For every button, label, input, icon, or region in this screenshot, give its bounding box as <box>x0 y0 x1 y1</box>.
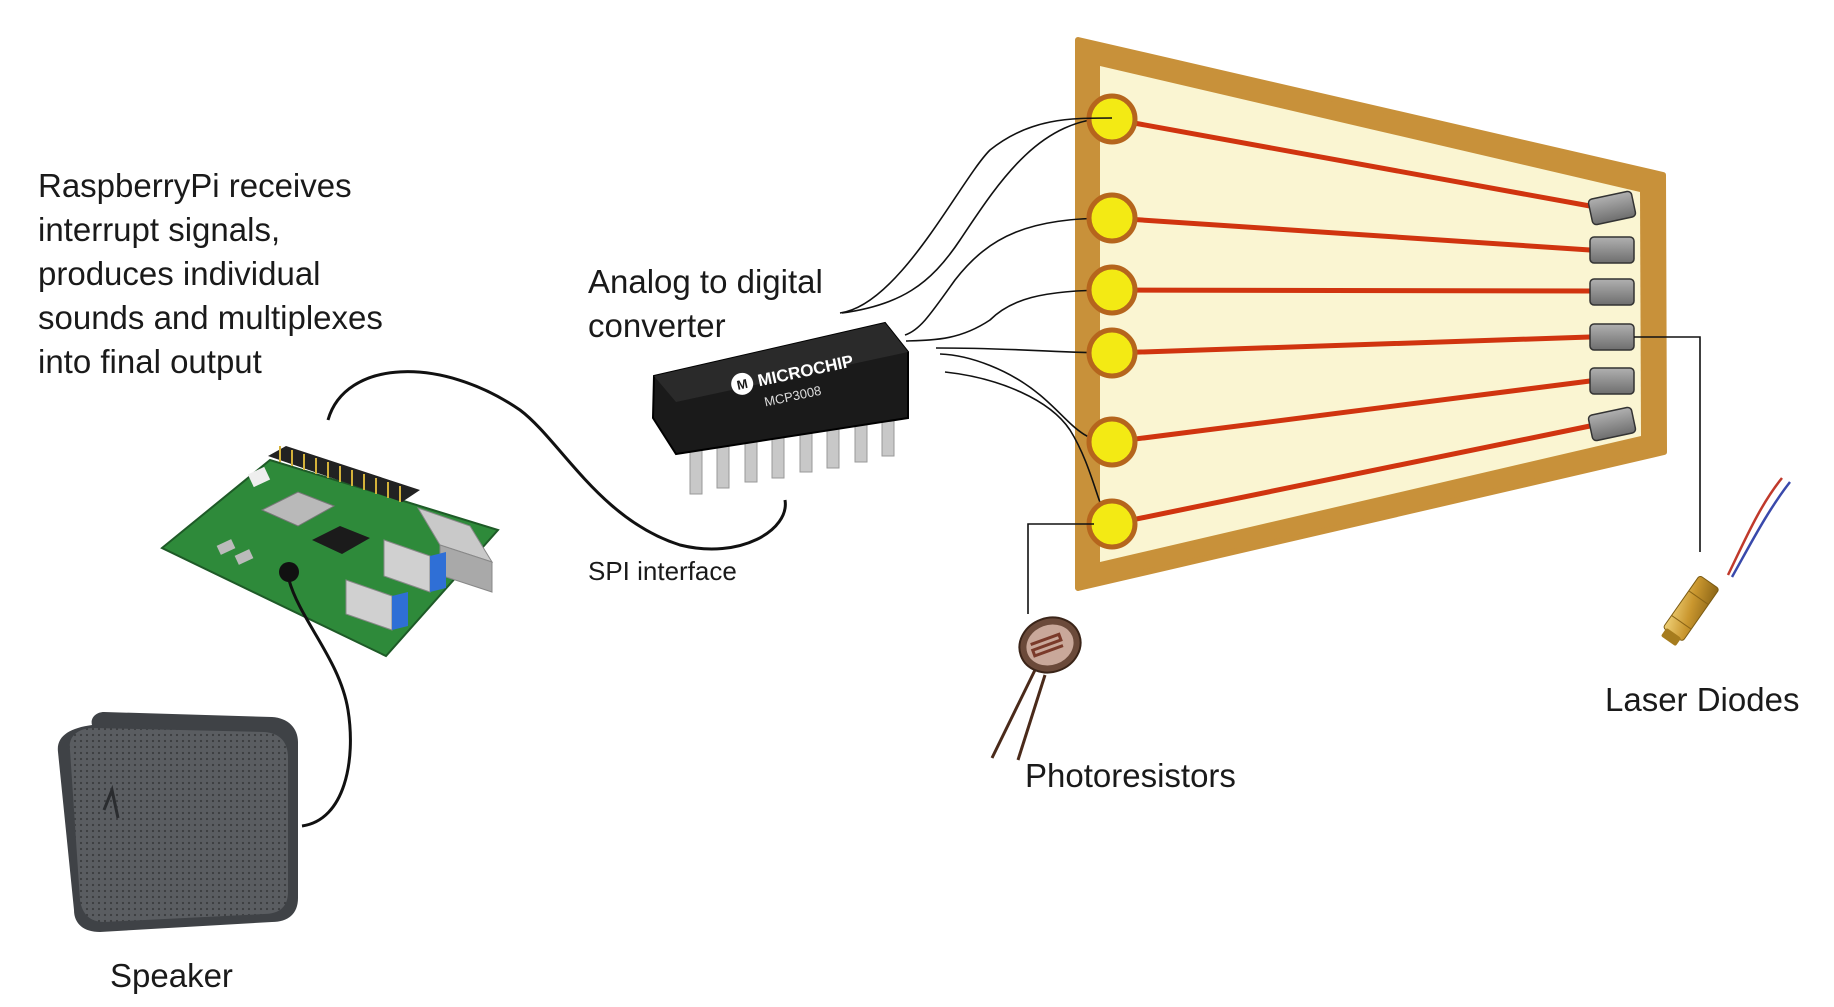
photoresistors-label: Photoresistors <box>1025 757 1236 794</box>
audio-cable <box>287 579 352 828</box>
spi-interface-label: SPI interface <box>588 556 737 586</box>
rpi-line: interrupt signals, <box>38 211 281 248</box>
laser-beam <box>1109 287 1593 294</box>
frame-inner <box>1100 66 1641 562</box>
photoresistor-photo <box>990 616 1082 761</box>
laser-beam <box>1109 423 1593 527</box>
rpi-line: produces individual <box>38 255 321 292</box>
adc-label: Analog to digital converter <box>588 260 823 348</box>
adc-line: Analog to digital <box>588 263 823 300</box>
adc-top-wire <box>839 117 1113 314</box>
laser-diode <box>1587 406 1637 442</box>
laser-beams <box>1109 116 1593 527</box>
laser-diode <box>1587 190 1637 226</box>
laser-beam <box>1109 215 1593 253</box>
speaker-label: Speaker <box>110 957 233 994</box>
laser-beam <box>1109 116 1593 209</box>
laser-diode <box>1589 323 1635 351</box>
photoresistor-sensor <box>1086 498 1138 550</box>
rpi-line: into final output <box>38 343 262 380</box>
laser-beam <box>1109 378 1593 445</box>
laser-harp-frame <box>1075 37 1667 591</box>
laser-diode <box>1589 367 1635 395</box>
laser-diode-photo <box>1661 477 1791 646</box>
sensor-wires <box>841 117 1113 523</box>
svg-text:M: M <box>735 376 749 393</box>
photoresistor-callout-line <box>1027 523 1094 614</box>
rpi-line: RaspberryPi receives <box>38 167 352 204</box>
photoresistor-sensor <box>1086 93 1138 145</box>
laser-diodes-label: Laser Diodes <box>1605 681 1800 718</box>
photoresistor-sensor <box>1086 416 1138 468</box>
cables <box>287 370 787 828</box>
raspberry-pi-description: RaspberryPi receives interrupt signals, … <box>38 164 438 384</box>
speaker <box>57 712 298 932</box>
sensor-dots <box>1086 93 1138 550</box>
photoresistor-sensor <box>1086 264 1138 316</box>
photoresistor-sensor <box>1086 327 1138 379</box>
spi-cable <box>326 370 787 551</box>
laser-callout-line <box>1634 336 1701 552</box>
adc-chip: M MICROCHIP MCP3008 <box>651 321 909 495</box>
laser-diode <box>1589 278 1635 306</box>
photoresistor-sensor <box>1086 192 1138 244</box>
laser-diode <box>1589 236 1635 264</box>
laser-beam <box>1109 334 1593 356</box>
adc-line: converter <box>588 307 726 344</box>
rpi-line: sounds and multiplexes <box>38 299 383 336</box>
raspberry-pi-board <box>160 446 500 658</box>
